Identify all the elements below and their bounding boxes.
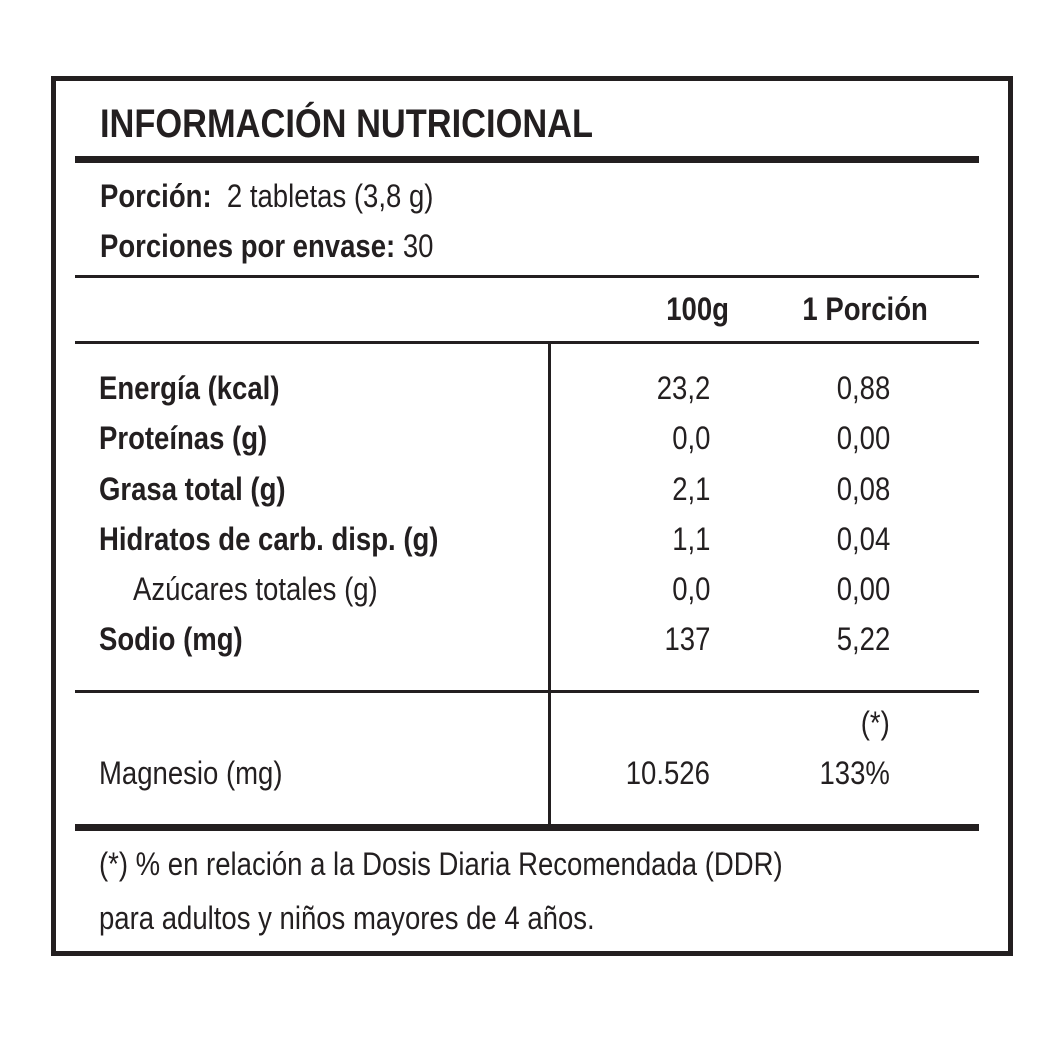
nutrient-value-serving: 0,08 <box>836 471 890 507</box>
nutrient-name: Proteínas (g) <box>99 420 268 456</box>
minerals-divider <box>75 824 979 831</box>
nutrition-facts-label <box>51 76 1013 956</box>
serving-divider <box>75 275 979 278</box>
serving-size-value: 2 tabletas (3,8 g) <box>226 178 434 214</box>
label-title: INFORMACIÓN NUTRICIONAL <box>100 102 594 146</box>
nutrient-value-serving: 0,00 <box>836 571 890 607</box>
header-divider <box>75 341 979 344</box>
nutrient-name: Energía (kcal) <box>99 370 280 406</box>
nutrient-value-100g: 0,0 <box>671 420 710 456</box>
footnote-line-1: (*) % en relación a la Dosis Diaria Reco… <box>99 846 783 882</box>
nutrient-name: Hidratos de carb. disp. (g) <box>99 521 439 557</box>
nutrient-value-serving: 0,00 <box>836 420 890 456</box>
footnote-line-2: para adultos y niños mayores de 4 años. <box>99 900 595 936</box>
ddr-marker: (*) <box>860 705 890 741</box>
title-divider <box>75 156 979 163</box>
serving-size: Porción: 2 tabletas (3,8 g) <box>100 180 433 212</box>
mineral-value-serving: 133% <box>819 755 890 791</box>
nutrients-divider <box>75 690 979 693</box>
nutrient-name: Grasa total (g) <box>99 471 286 507</box>
nutrient-value-serving: 0,04 <box>836 521 890 557</box>
nutrient-value-100g: 0,0 <box>671 571 710 607</box>
nutrient-name: Sodio (mg) <box>99 621 243 657</box>
servings-per-container-value: 30 <box>402 228 434 264</box>
servings-per-container-label: Porciones por envase: <box>100 228 396 264</box>
nutrient-value-serving: 0,88 <box>836 370 890 406</box>
column-header-per-serving: 1 Porción <box>802 291 928 327</box>
mineral-name: Magnesio (mg) <box>99 755 283 791</box>
nutrient-value-100g: 137 <box>664 621 710 657</box>
column-divider <box>548 344 551 825</box>
nutrient-value-100g: 2,1 <box>671 471 710 507</box>
nutrient-value-100g: 23,2 <box>656 370 710 406</box>
nutrient-value-100g: 1,1 <box>671 521 710 557</box>
nutrient-name-sub: Azúcares totales (g) <box>133 571 378 607</box>
nutrient-value-serving: 5,22 <box>836 621 890 657</box>
servings-per-container: Porciones por envase: 30 <box>100 230 433 262</box>
mineral-value-100g: 10.526 <box>625 755 710 791</box>
column-header-100g: 100g <box>666 291 729 327</box>
serving-size-label: Porción: <box>100 178 212 214</box>
